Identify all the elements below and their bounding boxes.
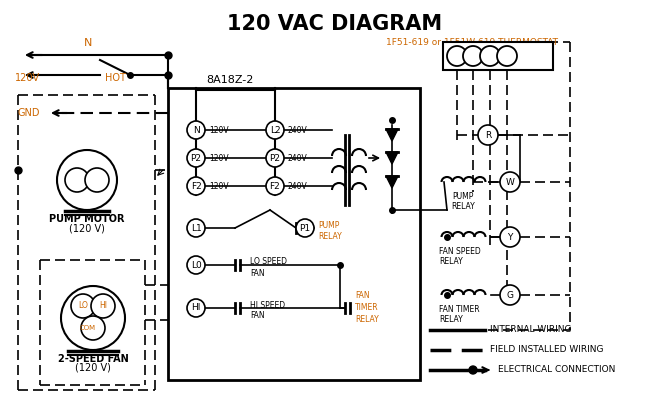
Text: LO: LO bbox=[78, 302, 88, 310]
Circle shape bbox=[266, 149, 284, 167]
Text: FAN SPEED: FAN SPEED bbox=[439, 246, 481, 256]
Text: P1: P1 bbox=[299, 223, 311, 233]
Text: ELECTRICAL CONNECTION: ELECTRICAL CONNECTION bbox=[498, 365, 615, 375]
Text: 240V: 240V bbox=[288, 181, 308, 191]
Circle shape bbox=[463, 46, 483, 66]
Text: 120V: 120V bbox=[209, 153, 228, 163]
Bar bbox=[443, 42, 553, 70]
Text: 120 VAC DIAGRAM: 120 VAC DIAGRAM bbox=[227, 14, 443, 34]
Circle shape bbox=[500, 172, 520, 192]
Text: F2: F2 bbox=[269, 181, 280, 191]
Text: 120V: 120V bbox=[209, 181, 228, 191]
Text: FIELD INSTALLED WIRING: FIELD INSTALLED WIRING bbox=[490, 346, 604, 354]
Circle shape bbox=[57, 150, 117, 210]
Text: (120 V): (120 V) bbox=[69, 223, 105, 233]
Text: L0: L0 bbox=[191, 261, 202, 269]
Circle shape bbox=[478, 125, 498, 145]
Text: G: G bbox=[507, 290, 513, 300]
Circle shape bbox=[61, 286, 125, 350]
Text: HI: HI bbox=[99, 302, 107, 310]
Polygon shape bbox=[386, 176, 398, 188]
Circle shape bbox=[81, 316, 105, 340]
Text: G: G bbox=[503, 51, 511, 61]
Text: Y: Y bbox=[486, 51, 494, 61]
Bar bbox=[168, 88, 420, 380]
Text: P2: P2 bbox=[190, 153, 202, 163]
Text: 1F51-619 or 1F51W-619 THERMOSTAT: 1F51-619 or 1F51W-619 THERMOSTAT bbox=[386, 38, 558, 47]
Text: Y: Y bbox=[507, 233, 513, 241]
Circle shape bbox=[187, 149, 205, 167]
Text: PUMP MOTOR: PUMP MOTOR bbox=[50, 214, 125, 224]
Text: W: W bbox=[506, 178, 515, 186]
Text: N: N bbox=[84, 38, 92, 48]
Circle shape bbox=[500, 285, 520, 305]
Text: RELAY: RELAY bbox=[439, 256, 463, 266]
Text: HOT: HOT bbox=[105, 73, 126, 83]
Text: PUMP: PUMP bbox=[452, 191, 474, 201]
Circle shape bbox=[85, 168, 109, 192]
Text: HI: HI bbox=[192, 303, 201, 313]
Text: 240V: 240V bbox=[288, 126, 308, 134]
Circle shape bbox=[187, 299, 205, 317]
Text: FAN: FAN bbox=[250, 269, 265, 277]
Text: HI SPEED: HI SPEED bbox=[250, 300, 285, 310]
Circle shape bbox=[65, 168, 89, 192]
Text: 120V: 120V bbox=[15, 73, 40, 83]
Circle shape bbox=[187, 256, 205, 274]
Circle shape bbox=[296, 219, 314, 237]
Text: N: N bbox=[193, 126, 200, 134]
Circle shape bbox=[497, 46, 517, 66]
Text: GND: GND bbox=[17, 108, 40, 118]
Text: W: W bbox=[468, 51, 478, 61]
Text: L1: L1 bbox=[191, 223, 202, 233]
Circle shape bbox=[187, 219, 205, 237]
Text: PUMP: PUMP bbox=[318, 220, 340, 230]
Circle shape bbox=[266, 121, 284, 139]
Text: 8A18Z-2: 8A18Z-2 bbox=[206, 75, 254, 85]
Text: R: R bbox=[485, 130, 491, 140]
Text: RELAY: RELAY bbox=[439, 315, 463, 323]
Text: FAN TIMER: FAN TIMER bbox=[439, 305, 480, 313]
Text: F2: F2 bbox=[191, 181, 202, 191]
Text: (120 V): (120 V) bbox=[75, 363, 111, 373]
Text: INTERNAL WIRING: INTERNAL WIRING bbox=[490, 326, 572, 334]
Polygon shape bbox=[386, 152, 398, 164]
Text: LO SPEED: LO SPEED bbox=[250, 258, 287, 266]
Text: TIMER: TIMER bbox=[355, 303, 379, 313]
Polygon shape bbox=[386, 129, 398, 141]
Circle shape bbox=[447, 46, 467, 66]
Text: P2: P2 bbox=[269, 153, 281, 163]
Text: L2: L2 bbox=[270, 126, 280, 134]
Text: R: R bbox=[453, 51, 461, 61]
Text: 2-SPEED FAN: 2-SPEED FAN bbox=[58, 354, 129, 364]
Circle shape bbox=[187, 177, 205, 195]
Text: RELAY: RELAY bbox=[318, 232, 342, 241]
Text: FAN: FAN bbox=[355, 292, 370, 300]
Circle shape bbox=[91, 294, 115, 318]
Circle shape bbox=[71, 294, 95, 318]
Text: RELAY: RELAY bbox=[355, 316, 379, 324]
Text: COM: COM bbox=[80, 325, 96, 331]
Circle shape bbox=[266, 177, 284, 195]
Circle shape bbox=[187, 121, 205, 139]
Text: RELAY: RELAY bbox=[451, 202, 475, 210]
Text: 240V: 240V bbox=[288, 153, 308, 163]
Circle shape bbox=[500, 227, 520, 247]
Text: FAN: FAN bbox=[250, 311, 265, 321]
Text: 120V: 120V bbox=[209, 126, 228, 134]
Circle shape bbox=[480, 46, 500, 66]
Circle shape bbox=[469, 366, 477, 374]
